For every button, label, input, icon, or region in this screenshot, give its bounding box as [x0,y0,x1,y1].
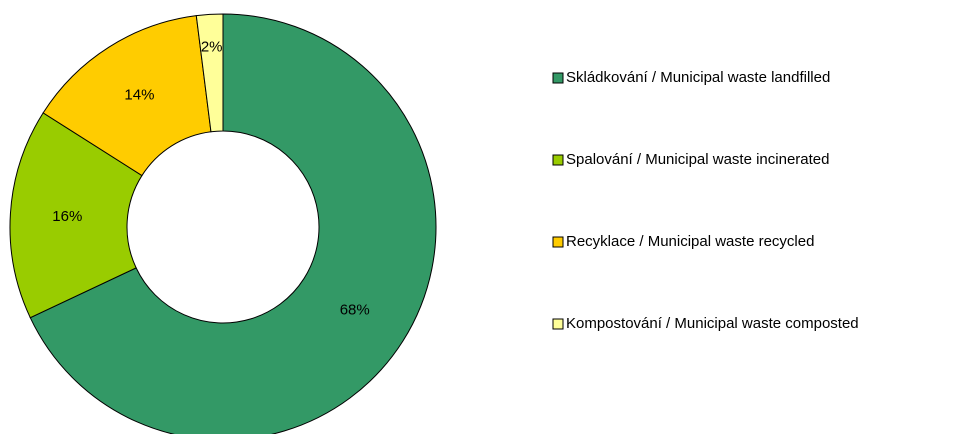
legend-swatch [552,236,564,248]
data-label: 68% [340,302,370,319]
legend-swatch [552,318,564,330]
legend-swatch [552,154,564,166]
legend-label: Recyklace / Municipal waste recycled [566,233,814,250]
donut-segment [9,112,143,319]
donut-segment [42,15,212,177]
legend-swatch [552,72,564,84]
donut-segment [29,13,437,434]
legend-label: Spalování / Municipal waste incinerated [566,151,829,168]
donut-segment [195,13,224,133]
legend-label: Kompostování / Municipal waste composted [566,315,859,332]
data-label: 14% [124,86,154,103]
legend-label: Skládkování / Municipal waste landfilled [566,69,830,86]
data-label: 2% [201,38,223,55]
data-label: 16% [52,208,82,225]
